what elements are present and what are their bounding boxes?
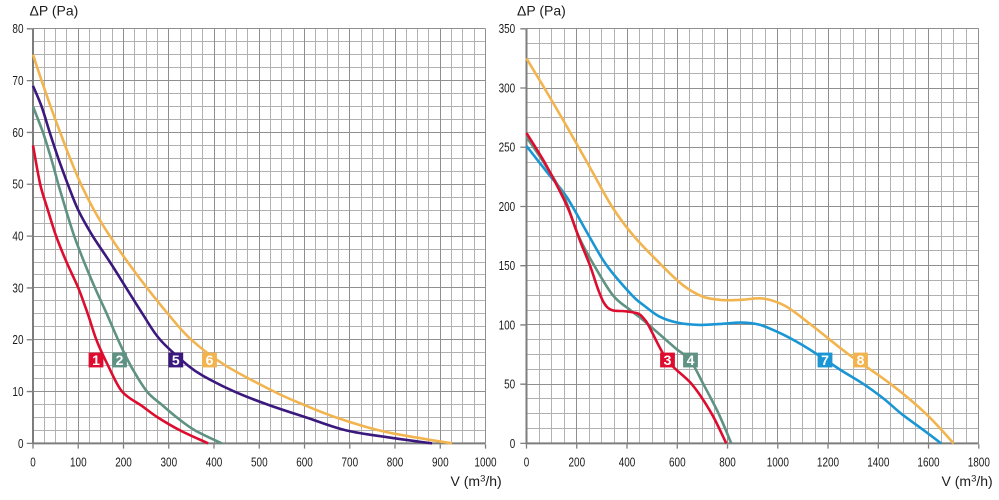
- svg-text:300: 300: [161, 456, 178, 470]
- svg-text:ΔP (Pa): ΔP (Pa): [517, 2, 566, 18]
- svg-text:100: 100: [70, 456, 87, 470]
- svg-text:400: 400: [619, 456, 636, 470]
- svg-text:7: 7: [821, 352, 829, 368]
- svg-text:1400: 1400: [867, 456, 889, 470]
- svg-text:50: 50: [504, 378, 515, 392]
- svg-text:350: 350: [499, 22, 516, 36]
- svg-text:100: 100: [499, 318, 516, 332]
- svg-text:6: 6: [206, 352, 214, 368]
- svg-text:250: 250: [499, 141, 516, 155]
- svg-text:1200: 1200: [817, 456, 839, 470]
- svg-text:V (m3/h): V (m3/h): [451, 473, 502, 489]
- svg-text:0: 0: [18, 437, 24, 451]
- svg-text:150: 150: [499, 259, 516, 273]
- svg-text:300: 300: [499, 81, 516, 95]
- svg-text:50: 50: [12, 178, 23, 192]
- svg-text:8: 8: [857, 352, 865, 368]
- svg-text:1000: 1000: [474, 456, 496, 470]
- svg-text:60: 60: [12, 126, 23, 140]
- svg-text:20: 20: [12, 333, 23, 347]
- svg-text:5: 5: [172, 352, 180, 368]
- svg-text:V (m3/h): V (m3/h): [942, 473, 993, 489]
- svg-text:40: 40: [12, 230, 23, 244]
- svg-text:900: 900: [432, 456, 449, 470]
- svg-text:800: 800: [719, 456, 736, 470]
- svg-text:1800: 1800: [968, 456, 990, 470]
- svg-text:0: 0: [524, 456, 530, 470]
- svg-text:70: 70: [12, 74, 23, 88]
- svg-text:500: 500: [251, 456, 268, 470]
- svg-text:1600: 1600: [917, 456, 939, 470]
- svg-text:30: 30: [12, 281, 23, 295]
- svg-text:ΔP (Pa): ΔP (Pa): [30, 2, 79, 18]
- svg-text:80: 80: [12, 22, 23, 36]
- svg-text:1: 1: [92, 352, 100, 368]
- svg-text:200: 200: [115, 456, 132, 470]
- svg-text:10: 10: [12, 385, 23, 399]
- svg-text:200: 200: [499, 200, 516, 214]
- svg-text:3: 3: [664, 352, 672, 368]
- svg-text:200: 200: [569, 456, 586, 470]
- svg-text:2: 2: [116, 352, 124, 368]
- svg-text:0: 0: [30, 456, 36, 470]
- svg-text:600: 600: [296, 456, 313, 470]
- svg-text:700: 700: [342, 456, 359, 470]
- svg-text:800: 800: [387, 456, 404, 470]
- svg-text:400: 400: [206, 456, 223, 470]
- svg-text:4: 4: [687, 352, 695, 368]
- svg-text:600: 600: [669, 456, 686, 470]
- svg-text:1000: 1000: [767, 456, 789, 470]
- svg-text:0: 0: [510, 437, 516, 451]
